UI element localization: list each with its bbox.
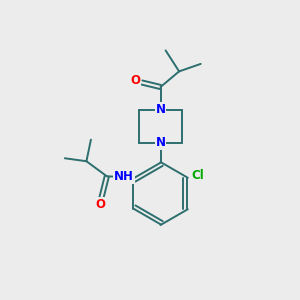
Text: Cl: Cl [191, 169, 204, 182]
Text: NH: NH [114, 170, 134, 183]
Text: O: O [95, 198, 105, 211]
Text: N: N [155, 103, 166, 116]
Text: N: N [155, 136, 166, 149]
Text: O: O [130, 74, 140, 88]
